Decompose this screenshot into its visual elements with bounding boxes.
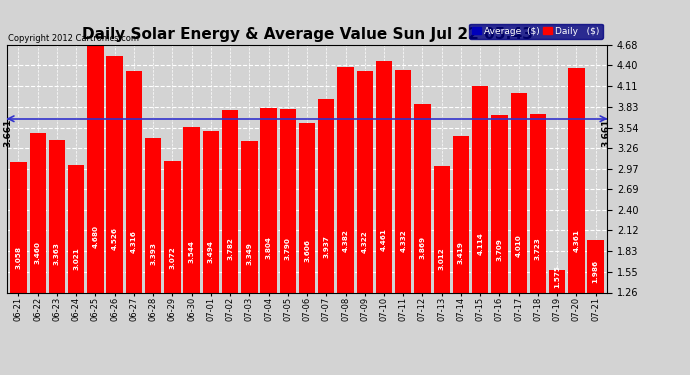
Bar [49,140,65,292]
Bar [453,136,469,292]
Text: 3.709: 3.709 [496,238,502,261]
Bar [549,270,565,292]
Text: 3.419: 3.419 [458,242,464,264]
Text: 3.012: 3.012 [439,247,445,270]
Text: 4.361: 4.361 [573,229,580,252]
Text: 3.058: 3.058 [15,246,21,269]
Legend: Average  ($), Daily   ($): Average ($), Daily ($) [469,24,602,39]
Text: 4.461: 4.461 [381,228,387,251]
Text: 3.606: 3.606 [304,239,310,262]
Bar [395,70,411,292]
Text: 3.790: 3.790 [285,237,290,260]
Bar [587,240,604,292]
Text: 3.021: 3.021 [73,247,79,270]
Bar [376,61,392,292]
Text: 3.661: 3.661 [602,119,611,147]
Bar [68,165,84,292]
Text: 4.114: 4.114 [477,232,483,255]
Text: 3.349: 3.349 [246,242,253,265]
Bar [414,104,431,292]
Bar [433,166,450,292]
Bar [279,110,296,292]
Text: 4.526: 4.526 [112,227,118,250]
Bar [222,110,238,292]
Text: 4.316: 4.316 [131,230,137,253]
Text: 3.804: 3.804 [266,237,272,260]
Bar [569,68,584,292]
Bar [511,93,527,292]
Bar [337,67,354,292]
Bar [106,56,123,292]
Text: 3.393: 3.393 [150,242,156,265]
Text: 3.460: 3.460 [34,241,41,264]
Text: 3.782: 3.782 [227,237,233,260]
Bar [126,71,142,292]
Text: 3.661: 3.661 [3,119,12,147]
Bar [491,115,508,292]
Bar [299,123,315,292]
Title: Daily Solar Energy & Average Value Sun Jul 22 05:43: Daily Solar Energy & Average Value Sun J… [81,27,533,42]
Bar [472,86,489,292]
Bar [318,99,335,292]
Bar [184,127,200,292]
Text: 3.494: 3.494 [208,240,214,263]
Text: 4.010: 4.010 [515,234,522,256]
Text: 3.363: 3.363 [54,242,60,265]
Text: 4.332: 4.332 [400,230,406,252]
Text: Copyright 2012 Cartronics.com: Copyright 2012 Cartronics.com [8,33,139,42]
Bar [145,138,161,292]
Text: 3.072: 3.072 [169,246,175,269]
Bar [10,162,27,292]
Text: 4.680: 4.680 [92,225,99,248]
Text: 4.322: 4.322 [362,230,368,253]
Text: 3.937: 3.937 [324,235,329,258]
Text: 1.986: 1.986 [593,260,599,283]
Bar [87,45,104,292]
Bar [164,161,181,292]
Text: 1.575: 1.575 [554,266,560,288]
Text: 4.382: 4.382 [342,229,348,252]
Bar [357,71,373,292]
Bar [530,114,546,292]
Bar [260,108,277,292]
Text: 3.723: 3.723 [535,238,541,260]
Bar [241,141,257,292]
Text: 3.869: 3.869 [420,236,426,258]
Bar [203,131,219,292]
Text: 3.544: 3.544 [188,240,195,263]
Bar [30,133,46,292]
